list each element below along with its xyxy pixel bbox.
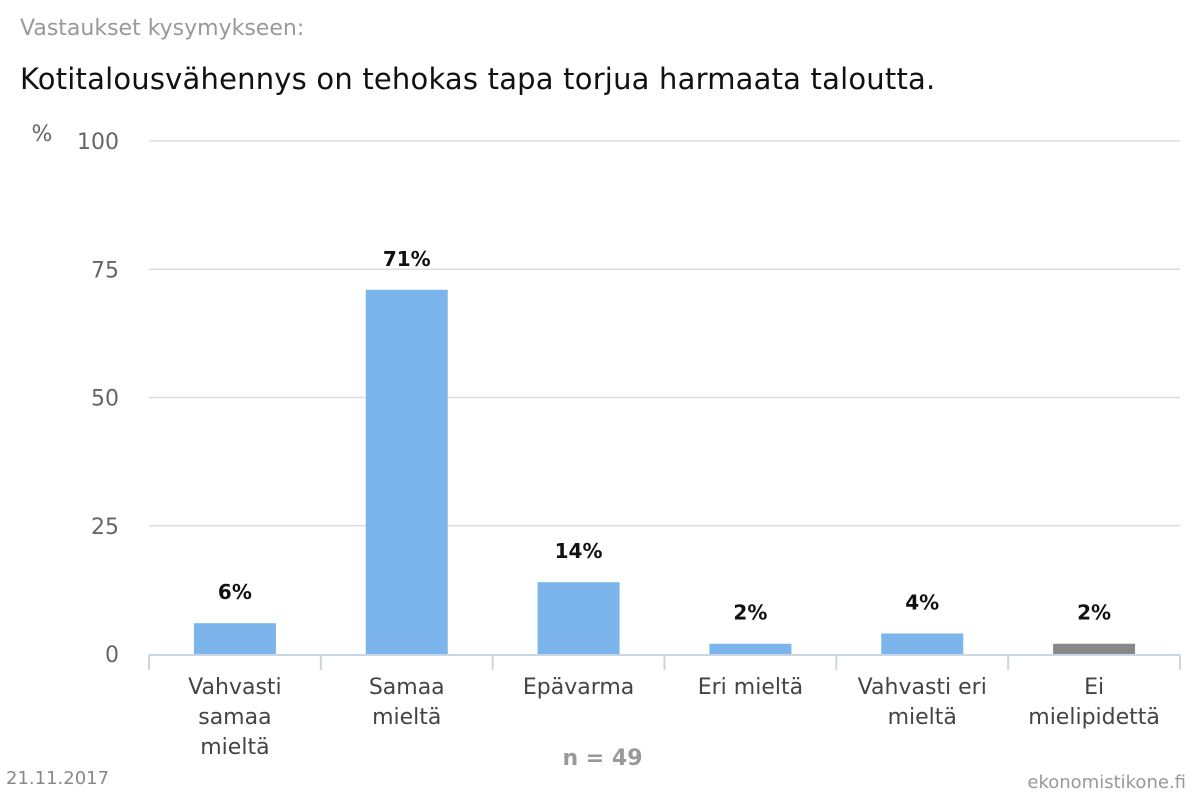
y-tick-label: 100 [77, 130, 119, 155]
y-tick-label: 0 [105, 643, 119, 668]
x-axis [148, 654, 1181, 670]
x-axis-categories: Vahvasti samaa mieltä Samaa mieltä Epävarma Er… [188, 675, 1160, 760]
y-axis-ticks: 0 25 50 75 100 [77, 130, 119, 668]
x-category-label: Eri mieltä [698, 675, 803, 700]
gridlines [149, 140, 1180, 527]
bar [537, 582, 620, 654]
source-label: ekonomistikone.fi [1027, 772, 1186, 793]
y-axis-unit: % [32, 122, 53, 147]
data-label: 71% [383, 247, 431, 271]
bar [193, 623, 276, 654]
bars [193, 289, 1136, 654]
data-label: 2% [733, 601, 767, 625]
data-label: 4% [905, 590, 939, 614]
y-tick-label: 25 [91, 515, 119, 540]
date-label: 21.11.2017 [6, 768, 110, 789]
data-labels: 6% 71% 14% 2% 4% 2% [218, 247, 1111, 625]
x-category-label: Vahvasti eri mieltä [858, 675, 987, 730]
bar [709, 643, 792, 654]
bar [881, 633, 964, 654]
sample-size-label: n = 49 [562, 746, 643, 771]
chart-title: Kotitalousvähennys on tehokas tapa torju… [20, 62, 936, 96]
x-category-label: Vahvasti samaa mieltä [188, 675, 281, 760]
chart-subtitle: Vastaukset kysymykseen: [20, 16, 305, 41]
x-category-label: Ei mielipidettä [1028, 675, 1160, 730]
data-label: 6% [218, 580, 252, 604]
data-label: 14% [555, 539, 603, 563]
x-category-label: Epävarma [523, 675, 634, 700]
data-label: 2% [1077, 601, 1111, 625]
y-tick-label: 75 [91, 258, 119, 283]
bar [1053, 643, 1136, 654]
y-tick-label: 50 [91, 387, 119, 412]
x-category-label: Samaa mieltä [369, 675, 445, 730]
bar [365, 289, 448, 654]
